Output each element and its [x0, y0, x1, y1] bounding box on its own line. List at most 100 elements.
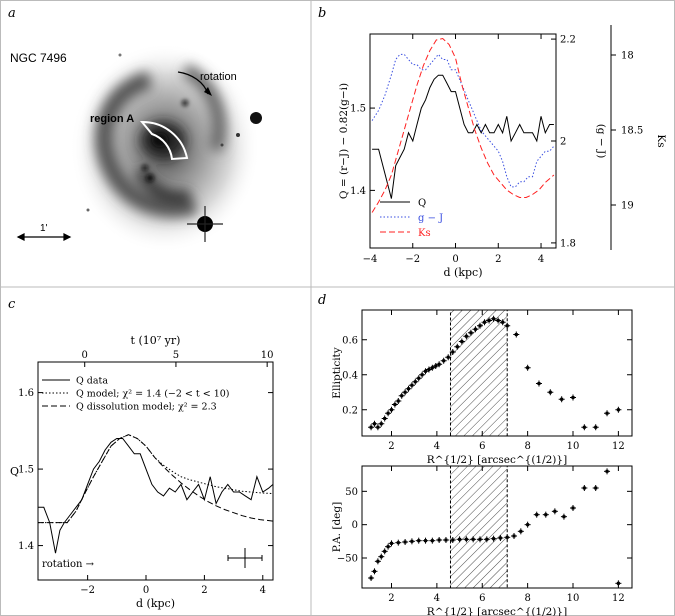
- rotation-label: rotation: [200, 71, 237, 83]
- ks-tick-label: 19: [621, 201, 634, 212]
- x-tick-label: 10: [567, 441, 580, 452]
- data-point: [471, 537, 475, 541]
- ks-axis-label: Ks: [655, 134, 667, 147]
- data-point: [496, 319, 500, 322]
- data-point: [400, 394, 404, 398]
- data-point: [420, 373, 424, 377]
- y2-tick-label: 1.8: [560, 238, 576, 249]
- data-point: [492, 537, 496, 541]
- rotation-arrowhead: [204, 87, 212, 96]
- x-tick-label: −2: [80, 585, 95, 596]
- star: [250, 112, 262, 124]
- data-point: [430, 366, 434, 370]
- x-tick-label: 2: [388, 441, 394, 452]
- y-tick-label: 1.6: [18, 388, 34, 399]
- x-axis-label: d (kpc): [444, 266, 483, 279]
- plot-frame-c: [37, 361, 274, 581]
- data-point: [386, 411, 390, 415]
- chart-d-bottom: 2 4 6 8 10 12 −50 0 50 R^{1/2} [arcsec^{(1/2)}] P.…: [331, 465, 633, 616]
- y-tick-label: 0.2: [342, 405, 358, 416]
- x-tick-label: 4: [434, 441, 440, 452]
- data-point: [616, 581, 620, 585]
- x-tick-label: 8: [524, 441, 530, 452]
- data-point: [376, 559, 380, 563]
- x-tick-label: 0: [452, 254, 458, 265]
- y-tick-label: 0: [352, 520, 358, 531]
- series-q-model: [38, 434, 274, 524]
- galaxy-label: NGC 7496: [10, 51, 67, 65]
- x-axis-label: d (kpc): [136, 597, 175, 610]
- x-tick-label: 8: [524, 593, 530, 604]
- data-point: [424, 369, 428, 373]
- region-a-wedge: [139, 120, 189, 161]
- data-point: [386, 545, 390, 549]
- data-point: [376, 425, 380, 429]
- scale-label: 1': [40, 223, 48, 234]
- rotation-label: rotation →: [42, 559, 95, 570]
- data-point: [413, 380, 417, 384]
- x-tick-label: 12: [612, 441, 625, 452]
- data-point: [526, 366, 530, 370]
- data-point: [410, 383, 414, 387]
- x2-axis-label: t (10⁷ yr): [131, 334, 181, 347]
- data-point: [560, 397, 564, 401]
- data-point: [460, 340, 464, 343]
- y2-axis-label: (g − J): [595, 124, 607, 159]
- data-point: [505, 535, 509, 539]
- plot-frame-d_bottom: [361, 465, 633, 589]
- data-point: [548, 390, 552, 394]
- x2-tick-label: 10: [261, 350, 274, 361]
- data-point: [492, 317, 496, 321]
- series-q: [372, 74, 554, 199]
- data-point: [383, 549, 387, 553]
- data-point: [505, 324, 509, 328]
- data-point: [437, 538, 441, 542]
- ks-tick-label: 18.5: [621, 126, 643, 137]
- data-point: [498, 536, 502, 540]
- data-point: [403, 390, 407, 394]
- x-tick-label: 10: [567, 593, 580, 604]
- y-axis-label: P.A. [deg]: [331, 502, 343, 552]
- panel-letter-c: c: [8, 297, 16, 312]
- x-tick-label: 4: [538, 254, 544, 265]
- data-point: [430, 539, 434, 543]
- x-axis-label: R^{1/2} [arcsec^{(1/2)}]: [427, 454, 567, 466]
- x-tick-label: 4: [434, 593, 440, 604]
- x-tick-label: 2: [388, 593, 394, 604]
- data-point: [427, 368, 431, 371]
- x-tick-label: 0: [143, 585, 149, 596]
- y-axis-label: Q = (r−J) − 0.82(g−i): [338, 83, 350, 199]
- data-point: [451, 538, 455, 542]
- data-point: [379, 422, 383, 426]
- foreground-star: [187, 206, 223, 242]
- data-point: [442, 359, 446, 363]
- y2-tick-label: 2.2: [560, 35, 576, 46]
- panel-b: b −4 −2 0 2 4 1.4 1.5 1.8 2 2.2 18 18.5 19 d (kpc) Q =…: [318, 6, 667, 279]
- chart-d-top: 2 4 6 8 10 12 0.2 0.4 0.6 R^{1/2} [arcsec^{(1/2)}…: [331, 309, 633, 466]
- data-point: [487, 319, 491, 322]
- x-tick-label: −4: [363, 254, 378, 265]
- data-point: [372, 422, 376, 426]
- series-q-dissolution-model: [38, 434, 274, 524]
- data-point: [417, 539, 421, 543]
- x2-tick-label: 5: [173, 350, 179, 361]
- x-tick-label: 2: [201, 585, 207, 596]
- data-point: [403, 540, 407, 544]
- data-point: [571, 396, 575, 399]
- data-point: [514, 333, 518, 336]
- data-point: [389, 408, 393, 412]
- data-point: [616, 408, 620, 412]
- data-point: [437, 362, 441, 366]
- data-point: [383, 417, 387, 420]
- data-point: [478, 537, 482, 541]
- data-point: [571, 506, 575, 510]
- y-axis-label: Ellipticity: [331, 347, 343, 398]
- data-point: [553, 509, 557, 513]
- y-tick-label: 0.4: [342, 370, 358, 381]
- legend-label: Q: [418, 198, 426, 209]
- data-point: [469, 331, 473, 335]
- legend-label: g − J: [418, 213, 443, 224]
- data-point: [369, 576, 373, 580]
- data-point: [464, 537, 468, 541]
- plot-frame-b: [369, 33, 557, 249]
